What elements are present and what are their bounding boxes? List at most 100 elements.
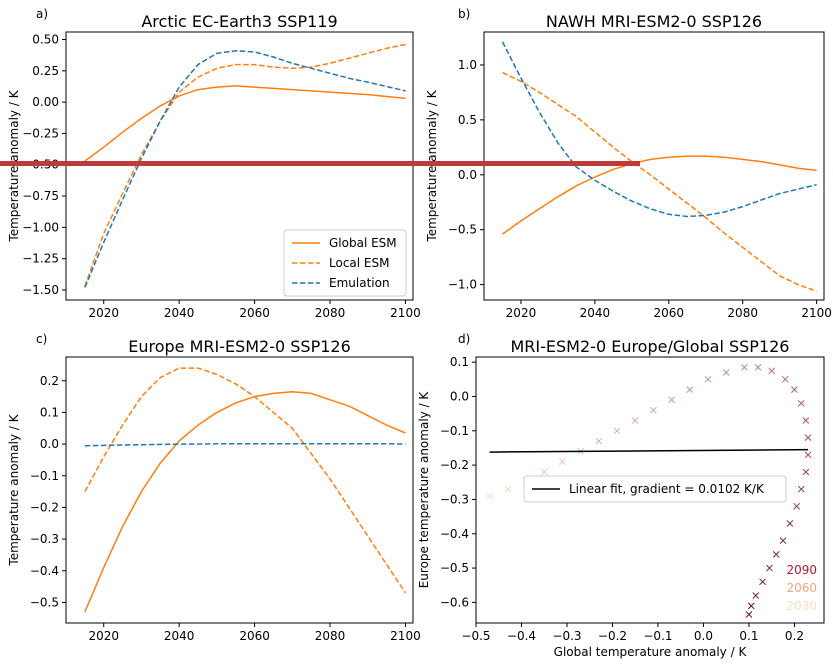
x-tick-label: 2080 bbox=[315, 306, 346, 320]
year-label: 2060 bbox=[786, 581, 817, 595]
marker-stroke bbox=[686, 386, 694, 393]
scatter-point bbox=[504, 485, 512, 493]
scatter-point bbox=[797, 485, 805, 493]
marker-stroke bbox=[504, 485, 512, 493]
scatter-point bbox=[752, 592, 760, 599]
marker-stroke bbox=[595, 437, 603, 445]
scatter-point bbox=[540, 468, 548, 476]
scatter-point bbox=[779, 537, 787, 544]
x-tick-label: −0.1 bbox=[643, 629, 672, 643]
x-tick-label: 2020 bbox=[88, 306, 119, 320]
x-tick-label: 2080 bbox=[315, 629, 346, 643]
series-line-global-esm bbox=[84, 391, 406, 613]
marker-stroke bbox=[766, 564, 773, 572]
y-tick-label: −0.5 bbox=[30, 595, 59, 609]
scatter-point bbox=[722, 369, 730, 376]
x-tick-label: −0.3 bbox=[552, 629, 581, 643]
chart-title: Arctic EC-Earth3 SSP119 bbox=[141, 12, 337, 31]
x-tick-label: 2020 bbox=[88, 629, 119, 643]
marker-stroke bbox=[791, 386, 798, 393]
scatter-point bbox=[802, 468, 810, 476]
year-label: 2090 bbox=[786, 563, 817, 577]
series-line-local-esm bbox=[84, 367, 407, 594]
scatter-point bbox=[486, 492, 494, 500]
legend-label: Local ESM bbox=[329, 256, 389, 270]
x-tick-label: 0.0 bbox=[694, 629, 713, 643]
series-line-emulation bbox=[501, 41, 817, 218]
y-tick-label: −0.2 bbox=[30, 500, 59, 514]
y-tick-label: −0.1 bbox=[30, 469, 59, 483]
marker-stroke bbox=[747, 602, 755, 610]
x-tick-label: 2080 bbox=[727, 306, 758, 320]
scatter-point bbox=[802, 417, 810, 424]
year-label: 2030 bbox=[786, 599, 817, 613]
legend-label: Global ESM bbox=[329, 236, 397, 250]
panel-letter: a) bbox=[36, 7, 48, 21]
series-line-local-esm bbox=[502, 71, 817, 292]
scatter-point bbox=[766, 564, 773, 572]
y-tick-label: 0.25 bbox=[32, 64, 59, 78]
x-tick-label: −0.4 bbox=[507, 629, 536, 643]
y-tick-label: 0.0 bbox=[450, 389, 469, 403]
marker-stroke bbox=[781, 375, 789, 383]
x-tick-label: 2060 bbox=[654, 306, 685, 320]
legend-box bbox=[523, 475, 787, 503]
marker-stroke bbox=[804, 434, 812, 442]
x-tick-label: 2060 bbox=[239, 629, 270, 643]
y-tick-label: −0.4 bbox=[440, 527, 469, 541]
marker-stroke bbox=[802, 417, 810, 424]
scatter-point bbox=[797, 399, 805, 407]
y-tick-label: 1.0 bbox=[458, 58, 477, 72]
y-tick-label: 0.1 bbox=[40, 405, 59, 419]
x-tick-label: 2100 bbox=[390, 306, 421, 320]
marker-stroke bbox=[804, 451, 812, 459]
scatter-point bbox=[759, 578, 766, 586]
legend-label: Linear fit, gradient = 0.0102 K/K bbox=[569, 482, 765, 496]
x-tick-label: 2020 bbox=[506, 306, 537, 320]
panel-letter: b) bbox=[458, 7, 470, 21]
chart-title: MRI-ESM2-0 Europe/Global SSP126 bbox=[511, 337, 790, 356]
scatter-point bbox=[747, 602, 755, 610]
y-tick-label: 0.5 bbox=[458, 113, 477, 127]
scatter-point bbox=[741, 363, 748, 371]
x-tick-label: 2100 bbox=[801, 306, 832, 320]
panel-4 bbox=[472, 356, 825, 627]
marker-stroke bbox=[802, 468, 810, 476]
marker-stroke bbox=[779, 537, 787, 544]
x-axis-label: Global temperature anomaly / K bbox=[554, 645, 748, 659]
marker-stroke bbox=[741, 363, 748, 371]
y-tick-label: −0.2 bbox=[440, 458, 469, 472]
marker-stroke bbox=[759, 578, 766, 586]
y-tick-label: −0.75 bbox=[22, 189, 59, 203]
y-tick-label: −0.1 bbox=[440, 424, 469, 438]
scatter-point bbox=[668, 396, 675, 404]
y-axis-label: Europe temperature anomaly / K bbox=[417, 391, 431, 589]
marker-stroke bbox=[772, 551, 780, 558]
x-tick-label: 0.2 bbox=[785, 629, 804, 643]
scatter-point bbox=[804, 451, 812, 459]
legend-label: Emulation bbox=[329, 276, 390, 290]
marker-stroke bbox=[786, 520, 794, 527]
scatter-point bbox=[631, 417, 639, 424]
scatter-point bbox=[745, 611, 753, 618]
series-line-global-esm bbox=[502, 155, 817, 235]
x-tick-label: 2040 bbox=[580, 306, 611, 320]
scatter-point bbox=[613, 427, 621, 435]
y-tick-label: −0.5 bbox=[440, 561, 469, 575]
scatter-point bbox=[650, 406, 657, 414]
scatter-point bbox=[754, 363, 762, 371]
scatter-point bbox=[786, 520, 794, 527]
plot-frame bbox=[65, 356, 414, 624]
y-tick-label: −0.3 bbox=[440, 492, 469, 506]
y-tick-label: 0.50 bbox=[32, 33, 59, 47]
marker-stroke bbox=[559, 458, 566, 466]
x-tick-label: −0.2 bbox=[598, 629, 627, 643]
panel-2 bbox=[480, 31, 825, 304]
y-tick-label: −0.25 bbox=[22, 126, 59, 140]
marker-stroke bbox=[613, 427, 621, 435]
scatter-point bbox=[781, 375, 789, 383]
chart-title: Europe MRI-ESM2-0 SSP126 bbox=[128, 337, 351, 356]
y-tick-label: −0.3 bbox=[30, 532, 59, 546]
y-tick-label: 0.2 bbox=[40, 374, 59, 388]
